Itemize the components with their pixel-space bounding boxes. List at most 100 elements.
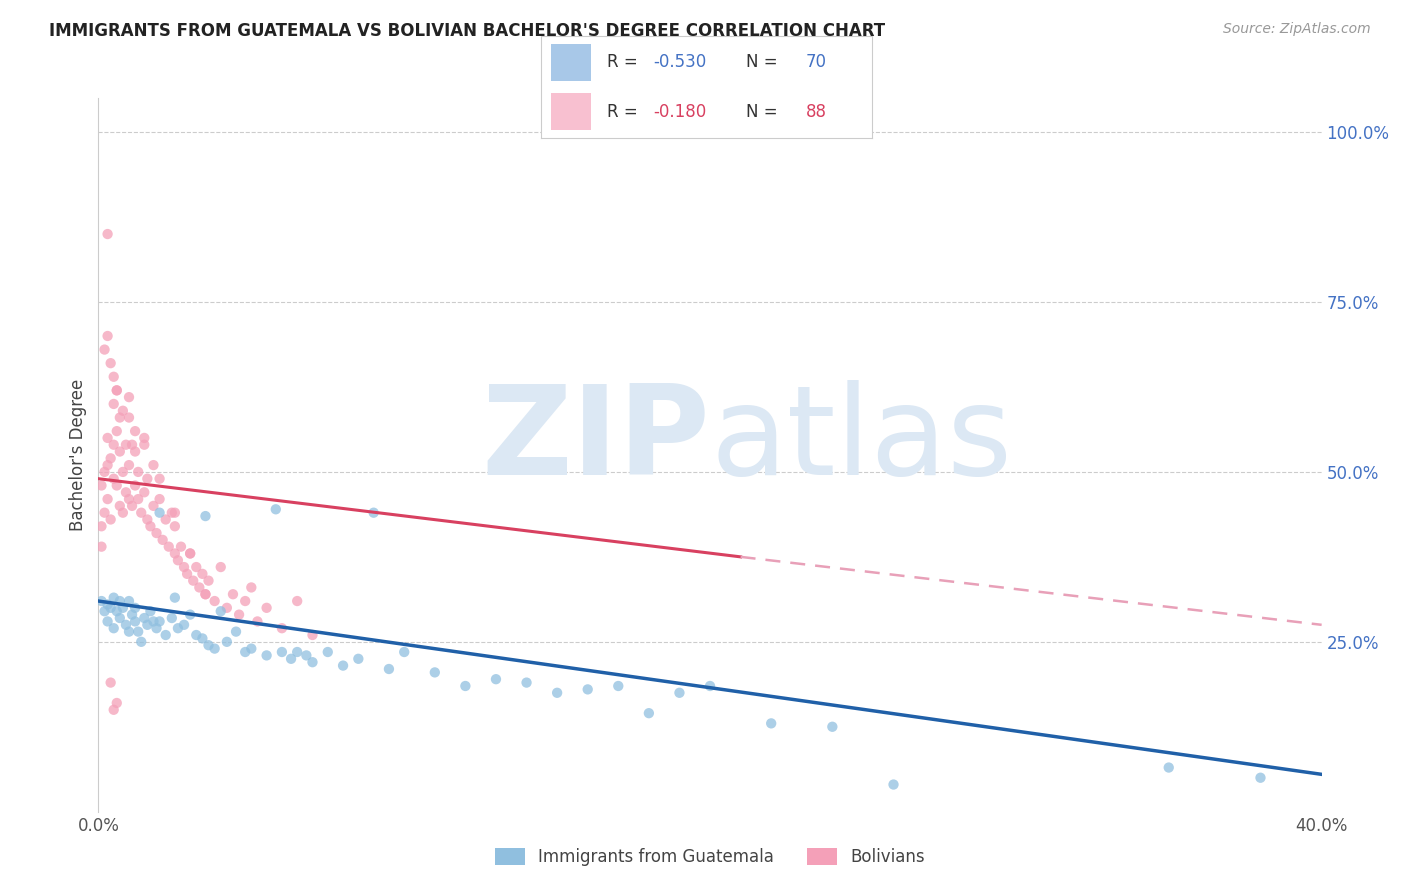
Point xyxy=(124,424,146,438)
Point xyxy=(142,615,165,629)
Point xyxy=(115,485,138,500)
Point xyxy=(105,696,128,710)
Text: IMMIGRANTS FROM GUATEMALA VS BOLIVIAN BACHELOR'S DEGREE CORRELATION CHART: IMMIGRANTS FROM GUATEMALA VS BOLIVIAN BA… xyxy=(49,22,886,40)
Point xyxy=(108,594,131,608)
Point xyxy=(103,369,125,384)
Point xyxy=(118,390,141,404)
Point xyxy=(105,478,128,492)
Point xyxy=(454,679,477,693)
Point xyxy=(316,645,339,659)
Point xyxy=(637,706,661,721)
Bar xyxy=(551,44,591,81)
Point xyxy=(118,594,141,608)
Point xyxy=(136,617,159,632)
Point xyxy=(176,566,198,581)
Point xyxy=(90,478,112,492)
Point xyxy=(181,574,204,588)
Point xyxy=(118,410,141,425)
Point xyxy=(295,648,318,663)
Point xyxy=(124,444,146,458)
Point xyxy=(139,604,162,618)
Point xyxy=(186,560,208,574)
Point xyxy=(347,652,370,666)
Text: ZIP: ZIP xyxy=(481,380,710,501)
Point xyxy=(97,329,120,343)
Point xyxy=(142,458,165,472)
Point xyxy=(124,615,146,629)
Point xyxy=(280,652,302,666)
Point xyxy=(100,356,122,370)
Point xyxy=(90,540,112,554)
Legend: Immigrants from Guatemala, Bolivians: Immigrants from Guatemala, Bolivians xyxy=(486,840,934,875)
Point xyxy=(194,509,217,524)
Point xyxy=(546,686,568,700)
Point xyxy=(270,621,292,635)
Point xyxy=(246,615,269,629)
Point xyxy=(285,594,308,608)
Point xyxy=(378,662,401,676)
Text: R =: R = xyxy=(607,103,644,120)
Text: -0.180: -0.180 xyxy=(654,103,707,120)
Point xyxy=(179,607,201,622)
Point xyxy=(204,594,226,608)
Point xyxy=(485,672,508,686)
Point xyxy=(100,675,122,690)
Point xyxy=(105,604,128,618)
Point xyxy=(118,458,141,472)
Point xyxy=(103,621,125,635)
Point xyxy=(103,703,125,717)
Point xyxy=(134,431,156,445)
Point xyxy=(392,645,416,659)
Point xyxy=(118,624,141,639)
Point xyxy=(163,519,186,533)
Point xyxy=(152,533,174,547)
Text: 88: 88 xyxy=(806,103,827,120)
Point xyxy=(301,655,323,669)
Point xyxy=(285,645,308,659)
Point xyxy=(105,384,128,398)
Text: atlas: atlas xyxy=(710,380,1012,501)
Point xyxy=(97,458,120,472)
Point xyxy=(209,560,232,574)
Point xyxy=(124,478,146,492)
Point xyxy=(821,720,844,734)
Point xyxy=(142,499,165,513)
Point xyxy=(100,600,122,615)
Point xyxy=(103,472,125,486)
Text: Source: ZipAtlas.com: Source: ZipAtlas.com xyxy=(1223,22,1371,37)
Point xyxy=(134,611,156,625)
Point xyxy=(163,591,186,605)
Point xyxy=(576,682,599,697)
Point xyxy=(173,560,195,574)
Point xyxy=(139,519,162,533)
Point xyxy=(225,624,247,639)
Point xyxy=(108,611,131,625)
Point xyxy=(103,438,125,452)
Point xyxy=(240,641,263,656)
Point xyxy=(149,506,172,520)
Point xyxy=(121,607,143,622)
Point xyxy=(97,615,120,629)
Point xyxy=(759,716,782,731)
Text: N =: N = xyxy=(747,103,783,120)
Point xyxy=(111,465,134,479)
Point xyxy=(111,600,134,615)
Point xyxy=(160,506,183,520)
Point xyxy=(607,679,630,693)
Point xyxy=(134,485,156,500)
Point xyxy=(90,519,112,533)
Point xyxy=(215,600,238,615)
Point xyxy=(170,540,193,554)
Point xyxy=(155,628,177,642)
Point xyxy=(222,587,245,601)
Point xyxy=(97,227,120,241)
Point xyxy=(191,632,214,646)
Point xyxy=(699,679,721,693)
Point xyxy=(115,617,138,632)
Point xyxy=(105,424,128,438)
Point xyxy=(668,686,690,700)
Point xyxy=(97,431,120,445)
Point xyxy=(103,591,125,605)
Point xyxy=(121,499,143,513)
Point xyxy=(105,384,128,398)
